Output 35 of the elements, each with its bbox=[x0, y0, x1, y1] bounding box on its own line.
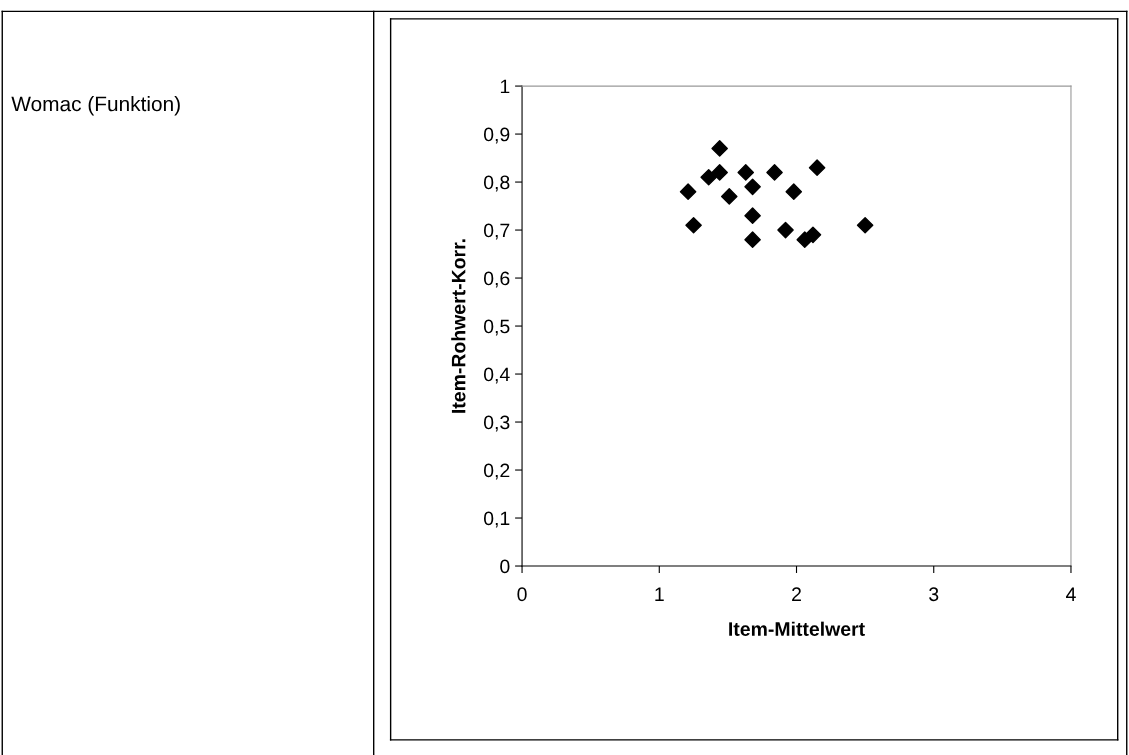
y-tick-label: 0,9 bbox=[483, 127, 510, 144]
point bbox=[711, 140, 728, 157]
point bbox=[744, 178, 761, 196]
x-tick-label: 1 bbox=[655, 587, 664, 601]
y-tick-label: 0,3 bbox=[483, 415, 510, 432]
x-axis-title: Item-Mittelwert bbox=[729, 621, 865, 636]
y-tick-label: 0,6 bbox=[483, 271, 510, 288]
point bbox=[744, 231, 761, 248]
point bbox=[808, 159, 826, 176]
point bbox=[777, 221, 794, 239]
text: Womac (Funktion) bbox=[11, 95, 180, 116]
y-tick-label: 0,5 bbox=[483, 319, 510, 336]
y-tick-label: 0 bbox=[500, 559, 510, 574]
point bbox=[679, 183, 697, 200]
point bbox=[685, 216, 702, 234]
point bbox=[804, 226, 822, 244]
point bbox=[711, 164, 728, 181]
y-tick-label: 0,4 bbox=[483, 367, 510, 384]
point bbox=[744, 207, 761, 224]
point bbox=[856, 216, 874, 234]
y-tick-label: 1 bbox=[500, 79, 510, 94]
x-tick-label: 3 bbox=[929, 587, 939, 602]
point bbox=[785, 183, 803, 200]
point bbox=[737, 164, 755, 181]
point bbox=[766, 164, 783, 181]
y-tick-label: 0,2 bbox=[483, 463, 510, 480]
point bbox=[700, 168, 717, 186]
y-tick-label: 0,8 bbox=[483, 175, 510, 192]
point bbox=[720, 188, 738, 205]
y-axis-title: Item-Rohwert-Korr. bbox=[451, 239, 466, 413]
x-tick-label: 4 bbox=[1066, 587, 1076, 601]
y-tick-label: 0,1 bbox=[483, 511, 510, 528]
x-tick-label: 2 bbox=[792, 587, 801, 601]
y-tick-label: 0,7 bbox=[483, 223, 510, 240]
x-tick-label: 0 bbox=[517, 587, 527, 602]
